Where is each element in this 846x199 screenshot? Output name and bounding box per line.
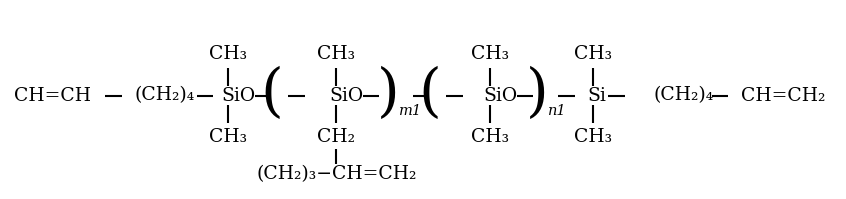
Text: SiO: SiO bbox=[483, 87, 518, 105]
Text: CH₃: CH₃ bbox=[317, 45, 355, 63]
Text: CH₃: CH₃ bbox=[574, 128, 613, 146]
Text: SiO: SiO bbox=[330, 87, 364, 105]
Text: Si: Si bbox=[587, 87, 606, 105]
Text: ): ) bbox=[376, 66, 399, 122]
Text: (CH₂)₄: (CH₂)₄ bbox=[654, 87, 714, 105]
Text: CH₃: CH₃ bbox=[471, 45, 509, 63]
Text: CH₃: CH₃ bbox=[209, 45, 247, 63]
Text: (: ( bbox=[418, 66, 441, 122]
Text: (CH₂)₃−CH=CH₂: (CH₂)₃−CH=CH₂ bbox=[256, 165, 416, 183]
Text: CH₃: CH₃ bbox=[209, 128, 247, 146]
Text: CH=CH: CH=CH bbox=[14, 87, 91, 105]
Text: CH₂: CH₂ bbox=[317, 128, 355, 146]
Text: CH₃: CH₃ bbox=[471, 128, 509, 146]
Text: SiO: SiO bbox=[222, 87, 255, 105]
Text: m1: m1 bbox=[398, 104, 421, 118]
Text: CH=CH₂: CH=CH₂ bbox=[741, 87, 826, 105]
Text: n1: n1 bbox=[548, 104, 567, 118]
Text: (: ( bbox=[260, 66, 283, 122]
Text: CH₃: CH₃ bbox=[574, 45, 613, 63]
Text: ): ) bbox=[526, 66, 549, 122]
Text: (CH₂)₄: (CH₂)₄ bbox=[135, 87, 195, 105]
